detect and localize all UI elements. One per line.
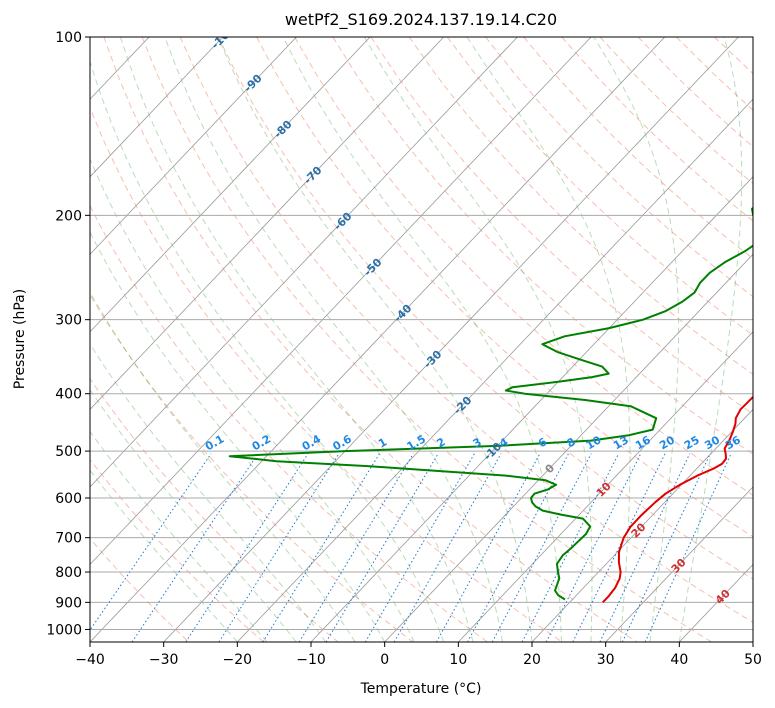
x-tick-label: 20 <box>523 652 541 668</box>
grid-layer <box>90 37 753 642</box>
isotherm <box>237 98 753 642</box>
moist-adiabat <box>363 37 593 642</box>
x-tick-label: −40 <box>75 652 105 668</box>
isotherm <box>163 37 739 642</box>
x-tick-label: −10 <box>296 652 326 668</box>
isotherm <box>458 331 753 642</box>
moist-adiabat <box>217 37 533 642</box>
moist-adiabat <box>282 37 562 642</box>
mixing-ratio-line <box>262 453 380 642</box>
moist-adiabat <box>164 37 503 642</box>
x-tick-label: 10 <box>449 652 467 668</box>
dry-adiabat <box>217 37 753 580</box>
mixing-ratio-line <box>521 453 620 642</box>
moist-adiabat <box>90 430 268 642</box>
y-tick-label: 500 <box>55 444 82 460</box>
dry-adiabat <box>90 458 264 642</box>
isotherm <box>90 37 592 566</box>
dry-adiabat <box>141 37 712 642</box>
y-tick-label: 900 <box>55 595 82 611</box>
dry-adiabat <box>103 37 638 642</box>
moist-adiabat <box>90 59 445 642</box>
mixing-ratio-line <box>325 453 439 642</box>
mixing-ratio-line <box>218 453 340 642</box>
x-axis-title: Temperature (°C) <box>360 681 482 697</box>
moist-adiabat <box>90 230 386 642</box>
mixing-ratio-line <box>599 453 691 642</box>
temperature-profile-line <box>602 395 753 603</box>
axis-layer: −40 −30 −20 −10 0 10 20 30 40 50 100 200 300 400 500 60… <box>46 30 762 668</box>
moist-adiabat <box>90 342 327 642</box>
isotherm <box>90 37 297 255</box>
isotherm <box>90 37 518 488</box>
y-tick-label: 700 <box>55 531 82 547</box>
y-tick-label: 400 <box>55 387 82 403</box>
mixing-ratio-line <box>393 453 502 642</box>
y-axis-title: Pressure (hPa) <box>12 289 28 389</box>
moist-adiabat <box>90 291 356 642</box>
x-tick-label: 30 <box>597 652 615 668</box>
dry-adiabat <box>408 37 753 375</box>
x-tick-label: 40 <box>670 652 688 668</box>
dewpoint-profile-line <box>228 206 753 601</box>
dry-adiabat <box>370 37 753 415</box>
mixing-ratio-line <box>644 453 732 642</box>
dry-adiabat <box>90 204 488 642</box>
mixing-ratio-line <box>545 453 642 642</box>
y-tick-label: 600 <box>55 491 82 507</box>
mixing-ratio-line <box>364 453 475 642</box>
x-tick-label: −20 <box>223 652 253 668</box>
moist-adiabat <box>120 37 474 642</box>
x-tick-label: 0 <box>380 652 389 668</box>
series-layer <box>228 206 753 603</box>
isotherm <box>90 37 445 410</box>
isotherm <box>531 408 753 642</box>
mixing-ratio-line <box>185 453 309 642</box>
dry-adiabat <box>90 106 563 642</box>
moist-adiabat <box>466 37 631 642</box>
isotherm <box>90 37 371 333</box>
y-tick-label: 100 <box>55 30 82 46</box>
y-tick-label: 1000 <box>46 622 82 638</box>
dry-adiabat <box>446 37 753 336</box>
isotherm <box>90 37 224 178</box>
x-tick-label: 50 <box>744 652 762 668</box>
mixing-ratio-line <box>572 453 666 642</box>
isotherm <box>90 37 666 642</box>
isotherm <box>310 176 753 642</box>
mixing-ratio-line <box>491 453 592 642</box>
mixing-ratio-line <box>131 453 259 642</box>
y-tick-label: 800 <box>55 565 82 581</box>
chart-title: wetPf2_S169.2024.137.19.14.C20 <box>285 10 557 30</box>
mixing-ratio-line <box>621 453 711 642</box>
isotherm <box>605 486 753 642</box>
x-tick-label: −30 <box>149 652 179 668</box>
moist-adiabat <box>90 469 238 642</box>
mixing-ratio-line <box>298 453 414 642</box>
plot-frame <box>89 36 754 643</box>
moist-adiabat <box>593 37 680 642</box>
y-tick-label: 300 <box>55 313 82 329</box>
moist-adiabat <box>678 37 743 642</box>
y-tick-label: 200 <box>55 208 82 224</box>
isotherm <box>384 253 753 642</box>
